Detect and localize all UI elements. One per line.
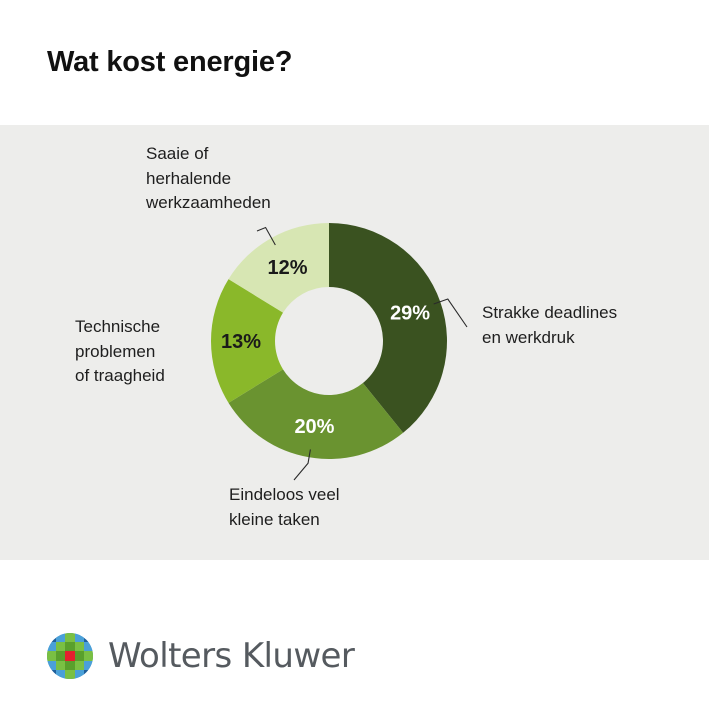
slice-percent-label: 20% <box>294 416 334 438</box>
callout-line: Eindeloos veel <box>229 485 340 504</box>
callout-line: Technische <box>75 317 161 336</box>
wolters-kluwer-logo-icon <box>47 633 93 679</box>
donut-chart: 29% 20% 13% 12% <box>210 223 468 481</box>
callout-line: herhalende <box>146 168 232 188</box>
chart-panel: 29% 20% 13% 12% Strakke deadlines en werkdr… <box>0 125 709 560</box>
donut-slice <box>228 369 404 459</box>
slice-percent-label: 12% <box>268 257 308 279</box>
slice-percent-label: 29% <box>390 302 430 324</box>
donut-slice <box>329 223 448 433</box>
callout-line: en werkdruk <box>482 327 575 347</box>
leader-line <box>433 298 468 328</box>
callout-line: Strakke deadlines <box>482 303 618 322</box>
callout-line: kleine taken <box>229 509 320 529</box>
callout-strakke-deadlines: Strakke deadlines en werkdruk <box>482 301 617 350</box>
callout-eindeloos-veel: Eindeloos veel kleine taken <box>229 483 340 532</box>
callout-line: Saaie of <box>146 144 209 163</box>
callout-line: problemen <box>75 341 156 361</box>
page-title: Wat kost energie? <box>47 46 293 78</box>
callout-technische-problemen: Technische problemen of traagheid <box>75 315 165 389</box>
brand-name: Wolters Kluwer <box>108 636 355 676</box>
footer-brand: Wolters Kluwer <box>46 632 355 680</box>
callout-line: of traagheid <box>75 366 165 385</box>
callout-line: werkzaamheden <box>146 193 271 212</box>
donut-slice <box>210 279 284 403</box>
leader-line <box>256 226 276 246</box>
leader-line <box>293 449 311 481</box>
callout-saaie-werkzaamheden: Saaie of herhalende werkzaamheden <box>146 142 271 216</box>
slice-percent-label: 13% <box>221 331 261 353</box>
donut-slice <box>228 223 329 313</box>
